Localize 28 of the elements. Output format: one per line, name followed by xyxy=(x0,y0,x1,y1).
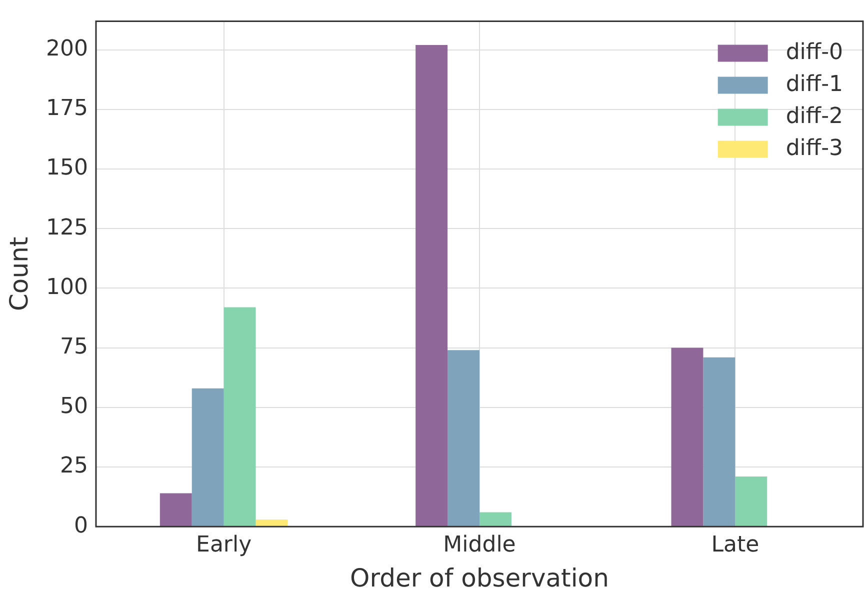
y-tick-label: 25 xyxy=(60,454,88,479)
x-axis-title: Order of observation xyxy=(350,564,609,592)
legend-label: diff-0 xyxy=(786,40,843,65)
x-tick-label: Early xyxy=(196,532,252,558)
bar xyxy=(192,388,224,526)
x-tick-label: Late xyxy=(711,532,760,558)
bar xyxy=(735,476,768,526)
legend-label: diff-1 xyxy=(786,72,843,97)
legend-label: diff-2 xyxy=(786,104,843,129)
legend-label: diff-3 xyxy=(786,136,843,161)
bar xyxy=(160,493,192,526)
bar xyxy=(224,307,256,526)
y-tick-label: 75 xyxy=(60,334,88,360)
bar xyxy=(448,350,480,526)
y-tick-label: 125 xyxy=(46,215,88,240)
x-tick-label: Middle xyxy=(443,532,516,558)
y-tick-label: 175 xyxy=(46,96,88,122)
y-tick-label: 50 xyxy=(60,394,88,420)
y-axis-title: Count xyxy=(4,236,34,312)
bar xyxy=(416,45,448,526)
bar xyxy=(703,357,736,526)
y-tick-label: 0 xyxy=(74,513,88,538)
y-tick-label: 200 xyxy=(46,36,88,62)
y-tick-label: 150 xyxy=(46,156,88,181)
bar xyxy=(256,519,288,526)
bar xyxy=(671,348,704,526)
bar xyxy=(479,512,512,526)
y-tick-label: 100 xyxy=(46,274,88,300)
